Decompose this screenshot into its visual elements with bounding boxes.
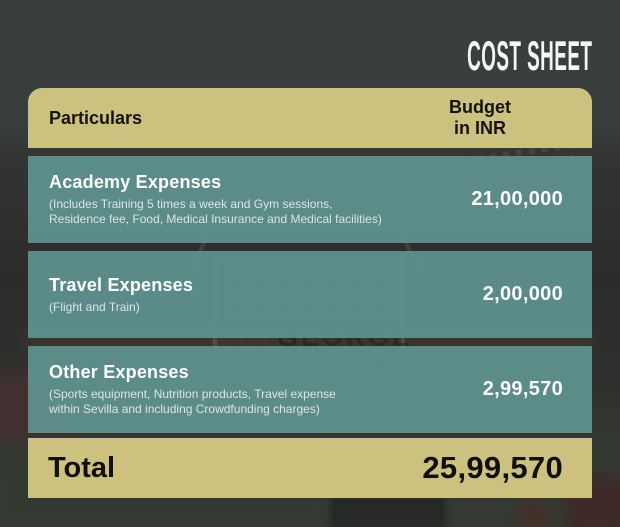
total-label: Total — [48, 451, 116, 484]
page-title: COST SHEET — [466, 32, 592, 79]
row-title: Travel Expenses — [49, 274, 194, 295]
table-row: Travel Expenses (Flight and Train) 2,00,… — [28, 251, 592, 338]
table-row: Academy Expenses (Includes Training 5 ti… — [28, 156, 592, 243]
column-header-budget: Budget in INR — [449, 97, 511, 138]
row-title: Other Expenses — [49, 362, 189, 382]
table-header-row: Particulars Budget in INR — [28, 88, 592, 148]
row-text-block: Travel Expenses (Flight and Train) — [49, 275, 483, 315]
table-row: Other Expenses (Sports equipment, Nutrit… — [28, 346, 592, 433]
row-subtitle: (Sports equipment, Nutrition products, T… — [49, 387, 336, 416]
table-total-row: Total 25,99,570 — [28, 438, 592, 498]
background-photo-patch — [518, 501, 548, 527]
background-photo-patch — [330, 497, 446, 527]
column-header-particulars: Particulars — [49, 108, 143, 128]
row-subtitle: (Includes Training 5 times a week and Gy… — [49, 197, 382, 226]
row-amount: 21,00,000 — [471, 188, 563, 210]
row-text-block: Academy Expenses (Includes Training 5 ti… — [49, 172, 471, 227]
row-text-block: Other Expenses (Sports equipment, Nutrit… — [49, 362, 483, 417]
row-title: Academy Expenses — [49, 172, 222, 192]
row-amount: 2,00,000 — [482, 283, 563, 305]
total-amount: 25,99,570 — [422, 450, 563, 485]
row-amount: 2,99,570 — [482, 378, 563, 400]
row-subtitle: (Flight and Train) — [49, 299, 140, 314]
